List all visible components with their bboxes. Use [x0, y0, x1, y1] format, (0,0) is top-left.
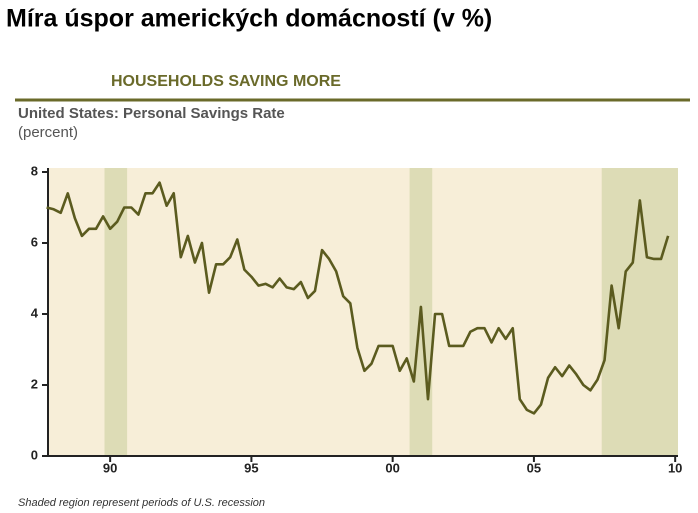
chart-title: United States: Personal Savings Rate — [18, 105, 285, 122]
y-axis-label: (percent) — [18, 124, 78, 141]
plot-area: 0 2 4 6 8 90 95 00 05 10 — [31, 163, 683, 475]
y-tick-label: 2 — [31, 376, 38, 391]
y-tick-label: 4 — [31, 305, 39, 320]
data-line — [46, 181, 670, 415]
x-tick-label: 05 — [527, 460, 541, 475]
y-tick-label: 0 — [31, 447, 38, 462]
plot-background — [48, 168, 678, 456]
recession-band — [104, 168, 128, 456]
recession-band — [601, 168, 678, 456]
x-tick-label: 10 — [668, 460, 682, 475]
note: Shaded region represent periods of U.S. … — [18, 497, 265, 509]
x-tick-label: 95 — [244, 460, 258, 475]
page-title: Míra úspor amerických domácností (v %) — [6, 5, 492, 33]
y-tick-label: 8 — [31, 163, 38, 178]
y-tick-label: 6 — [31, 234, 38, 249]
x-tick-label: 90 — [103, 460, 117, 475]
x-tick-label: 00 — [385, 460, 399, 475]
subtitle: HOUSEHOLDS SAVING MORE — [111, 73, 341, 90]
